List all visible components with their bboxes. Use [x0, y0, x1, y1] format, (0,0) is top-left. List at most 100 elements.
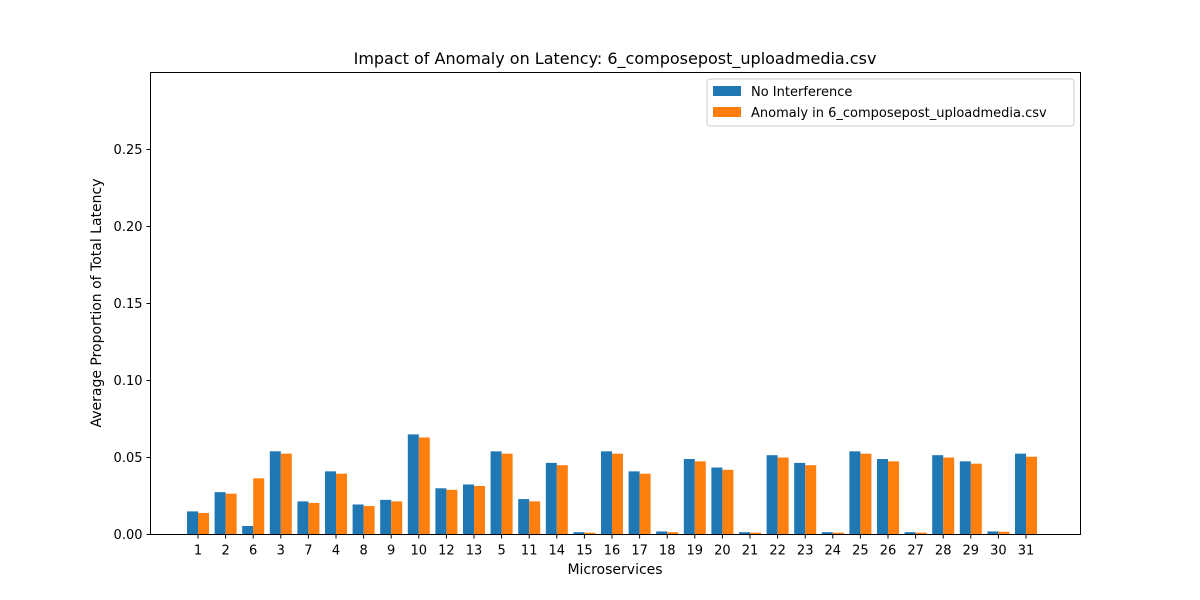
x-tick-label: 28 [935, 544, 952, 559]
bar-anomaly-20 [722, 469, 734, 535]
y-axis-label: Average Proportion of Total Latency [89, 178, 105, 427]
y-tick-label: 0.05 [114, 451, 143, 466]
bar-no-interference-16 [601, 451, 612, 535]
x-tick-label: 12 [438, 544, 455, 559]
bar-anomaly-15 [584, 532, 596, 535]
bar-no-interference-19 [683, 459, 695, 535]
bar-anomaly-4 [336, 473, 347, 535]
bar-no-interference-17 [628, 471, 640, 535]
x-axis: 1 2 6 3 7 4 8 9 10 12 13 5 11 14 15 16 17 18 19 20 21 22 23 24 2… [194, 534, 1035, 559]
x-tick-label: 18 [659, 544, 676, 559]
x-tick-label: 23 [797, 544, 814, 559]
bar-no-interference-12 [435, 488, 447, 535]
bar-anomaly-27 [915, 532, 927, 535]
x-tick-label: 17 [631, 544, 648, 559]
bar-no-interference-20 [711, 467, 723, 535]
y-tick-label: 0.20 [114, 220, 143, 235]
y-tick-label: 0.15 [114, 297, 143, 312]
x-tick-label: 14 [549, 544, 566, 559]
x-tick-label: 4 [332, 544, 340, 559]
y-tick-label: 0.00 [114, 528, 143, 543]
bar-no-interference-27 [904, 532, 916, 535]
bar-no-interference-26 [877, 459, 888, 535]
x-tick-label: 5 [497, 544, 505, 559]
x-tick-label: 6 [249, 544, 257, 559]
bar-anomaly-14 [556, 465, 568, 535]
x-tick-label: 22 [769, 544, 786, 559]
legend-label-anomaly: Anomaly in 6_composepost_uploadmedia.csv [751, 106, 1047, 121]
bar-anomaly-18 [667, 532, 679, 535]
bar-anomaly-10 [418, 437, 430, 535]
x-tick-label: 9 [387, 544, 395, 559]
x-tick-label: 31 [1018, 544, 1035, 559]
bar-anomaly-24 [832, 532, 844, 535]
bar-anomaly-13 [474, 485, 485, 535]
bar-no-interference-24 [821, 532, 833, 535]
legend-box [706, 78, 1075, 127]
y-tick-label: 0.10 [114, 374, 143, 389]
bar-no-interference-15 [573, 532, 585, 535]
x-tick-label: 19 [687, 544, 704, 559]
bar-anomaly-7 [308, 502, 320, 535]
bar-anomaly-16 [612, 453, 623, 535]
bar-no-interference-13 [463, 484, 474, 535]
bar-anomaly-17 [639, 473, 651, 535]
x-tick-label: 3 [277, 544, 285, 559]
bar-anomaly-5 [501, 453, 513, 535]
bar-no-interference-4 [325, 471, 336, 535]
x-tick-label: 11 [521, 544, 538, 559]
bar-anomaly-26 [888, 461, 899, 535]
bar-anomaly-1 [198, 512, 209, 535]
x-tick-label: 26 [880, 544, 897, 559]
bar-no-interference-18 [656, 531, 668, 535]
bar-no-interference-23 [794, 462, 806, 535]
x-tick-label: 21 [742, 544, 759, 559]
bar-anomaly-8 [363, 506, 375, 535]
bar-anomaly-11 [529, 501, 541, 535]
x-tick-label: 8 [359, 544, 367, 559]
bar-anomaly-30 [998, 531, 1010, 535]
bar-no-interference-28 [932, 455, 944, 535]
chart-title: Impact of Anomaly on Latency: 6_composep… [354, 49, 877, 69]
bar-anomaly-2 [225, 493, 237, 535]
bar-no-interference-6 [242, 526, 254, 535]
x-tick-label: 2 [221, 544, 229, 559]
x-tick-label: 27 [907, 544, 924, 559]
bar-no-interference-22 [766, 455, 778, 535]
x-tick-label: 20 [714, 544, 731, 559]
bar-anomaly-21 [750, 532, 761, 535]
bar-no-interference-14 [545, 462, 557, 535]
bar-anomaly-3 [280, 453, 292, 535]
bar-anomaly-9 [391, 501, 403, 535]
bar-no-interference-31 [1015, 453, 1026, 535]
bar-no-interference-30 [987, 531, 999, 535]
legend: No Interference Anomaly in 6_composepost… [706, 78, 1075, 127]
x-tick-label: 24 [825, 544, 842, 559]
x-tick-label: 16 [604, 544, 621, 559]
legend-swatch-no-interference [713, 86, 741, 96]
x-tick-label: 7 [304, 544, 312, 559]
bar-anomaly-22 [777, 457, 789, 535]
bar-no-interference-21 [739, 532, 750, 535]
x-tick-label: 15 [576, 544, 593, 559]
bar-anomaly-19 [694, 461, 706, 535]
x-tick-label: 30 [990, 544, 1007, 559]
bar-no-interference-11 [518, 499, 530, 535]
bar-no-interference-3 [269, 451, 281, 535]
legend-label-no-interference: No Interference [751, 85, 852, 100]
legend-swatch-anomaly [713, 107, 741, 117]
bar-no-interference-9 [380, 499, 392, 535]
bar-no-interference-7 [297, 501, 309, 535]
bar-anomaly-31 [1026, 456, 1037, 535]
bar-anomaly-29 [970, 463, 982, 535]
x-tick-label: 25 [852, 544, 869, 559]
x-tick-label: 10 [411, 544, 428, 559]
bar-no-interference-8 [352, 504, 364, 535]
bars-layer [187, 434, 1037, 535]
x-tick-label: 29 [963, 544, 980, 559]
bar-anomaly-28 [943, 457, 955, 535]
bar-anomaly-23 [805, 465, 817, 535]
x-axis-label: Microservices [567, 562, 662, 578]
bar-no-interference-29 [959, 461, 971, 535]
